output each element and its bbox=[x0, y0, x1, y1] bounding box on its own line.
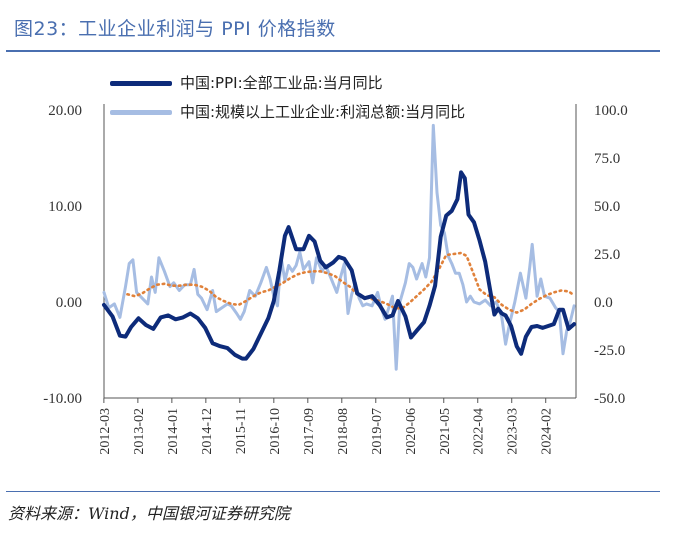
legend-swatch-ppi bbox=[110, 81, 172, 86]
right-tick-label: 0.0 bbox=[594, 295, 613, 311]
x-tick-label: 2018-08 bbox=[336, 408, 351, 455]
right-tick-label: -25.0 bbox=[594, 343, 625, 359]
right-tick-label: 100.0 bbox=[594, 103, 628, 119]
ppi-series-line bbox=[102, 170, 577, 361]
x-tick-label: 2013-02 bbox=[132, 408, 147, 455]
title-divider bbox=[6, 50, 660, 52]
left-tick-label: 10.00 bbox=[48, 199, 82, 215]
x-tick-label: 2022-04 bbox=[472, 408, 487, 455]
x-tick-label: 2020-06 bbox=[404, 408, 419, 455]
x-tick-label: 2024-02 bbox=[540, 408, 555, 455]
x-tick-label: 2012-03 bbox=[98, 408, 113, 455]
profit-series-line bbox=[102, 123, 576, 371]
x-tick-label: 2019-07 bbox=[370, 408, 385, 455]
x-tick-label: 2014-12 bbox=[200, 408, 215, 455]
legend-item-ppi: 中国:PPI:全部工业品:当月同比 bbox=[110, 72, 383, 93]
right-tick-label: -50.0 bbox=[594, 391, 625, 407]
legend-item-profit: 中国:规模以上工业企业:利润总额:当月同比 bbox=[110, 101, 465, 122]
legend-label-ppi: 中国:PPI:全部工业品:当月同比 bbox=[180, 74, 383, 92]
trend-series-line bbox=[126, 251, 576, 314]
right-tick-label: 50.0 bbox=[594, 199, 620, 215]
x-tick-label: 2021-05 bbox=[438, 408, 453, 455]
x-tick-label: 2014-01 bbox=[166, 408, 181, 455]
x-tick-label: 2015-11 bbox=[234, 408, 249, 454]
x-tick-label: 2023-03 bbox=[506, 408, 521, 455]
right-tick-label: 75.0 bbox=[594, 151, 620, 167]
x-tick-label: 2017-09 bbox=[302, 408, 317, 455]
left-tick-label: 0.00 bbox=[56, 295, 82, 311]
legend-label-profit: 中国:规模以上工业企业:利润总额:当月同比 bbox=[180, 103, 466, 121]
source-note: 资料来源：Wind，中国银河证券研究院 bbox=[8, 504, 290, 523]
right-tick-label: 25.0 bbox=[594, 247, 620, 263]
left-tick-label: -10.00 bbox=[43, 391, 82, 407]
left-tick-label: 20.00 bbox=[48, 103, 82, 119]
x-tick-label: 2016-10 bbox=[268, 408, 283, 455]
chart-title: 图23：工业企业利润与 PPI 价格指数 bbox=[14, 18, 336, 40]
footer-divider bbox=[6, 491, 660, 492]
legend-swatch-profit bbox=[110, 110, 172, 115]
